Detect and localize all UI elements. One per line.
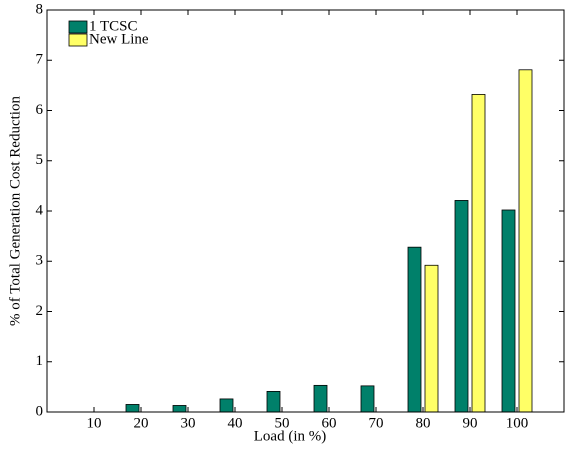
x-tick-label: 80 bbox=[416, 415, 431, 431]
bar bbox=[266, 390, 281, 413]
bar bbox=[313, 384, 328, 413]
x-tick-label: 60 bbox=[322, 415, 337, 431]
x-tick-label: 90 bbox=[463, 415, 478, 431]
bar bbox=[219, 398, 234, 413]
bar bbox=[454, 200, 469, 413]
bar bbox=[424, 264, 439, 413]
x-tick-label: 40 bbox=[228, 415, 243, 431]
legend-label: 1 TCSC bbox=[89, 18, 138, 34]
legend-swatch bbox=[68, 33, 88, 47]
plot-frame bbox=[46, 9, 565, 413]
y-tick-label: 8 bbox=[36, 1, 44, 17]
bar bbox=[407, 246, 422, 413]
bar bbox=[172, 405, 187, 413]
y-axis-label: % of Total Generation Cost Reduction bbox=[7, 96, 23, 326]
bar bbox=[125, 404, 140, 413]
y-tick-label: 7 bbox=[36, 52, 44, 68]
legend-label: New Line bbox=[89, 31, 149, 47]
bar bbox=[360, 385, 375, 413]
x-tick-label: 30 bbox=[181, 415, 196, 431]
y-tick-label: 6 bbox=[36, 102, 44, 118]
x-tick-label: 50 bbox=[275, 415, 290, 431]
y-tick-label: 4 bbox=[36, 202, 44, 218]
bar bbox=[501, 209, 516, 413]
y-tick-label: 2 bbox=[36, 303, 44, 319]
y-tick-label: 0 bbox=[36, 403, 44, 419]
x-tick-label: 10 bbox=[87, 415, 102, 431]
y-tick-label: 1 bbox=[36, 353, 44, 369]
x-tick-label: 20 bbox=[134, 415, 149, 431]
bar bbox=[471, 94, 486, 413]
bar bbox=[518, 69, 533, 413]
x-tick-label: 100 bbox=[506, 415, 529, 431]
x-tick-label: 70 bbox=[369, 415, 384, 431]
y-tick-label: 3 bbox=[36, 253, 44, 269]
legend-swatch bbox=[68, 20, 88, 34]
y-tick-label: 5 bbox=[36, 152, 44, 168]
x-axis-label: Load (in %) bbox=[254, 428, 326, 444]
